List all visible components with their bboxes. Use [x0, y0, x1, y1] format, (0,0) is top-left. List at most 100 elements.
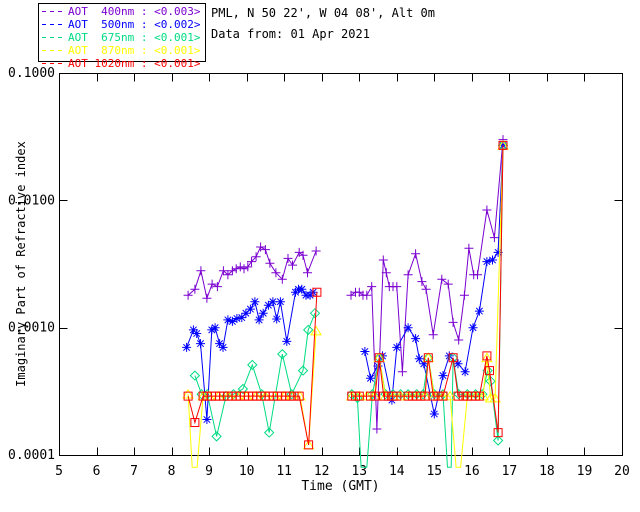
- data-point-marker: [254, 315, 264, 325]
- series-400nm: [183, 135, 508, 434]
- series-line: [187, 292, 318, 445]
- data-point-marker: [397, 367, 407, 377]
- data-point-marker: [268, 297, 278, 307]
- x-tick-label: 17: [502, 464, 518, 479]
- data-point-marker: [232, 314, 242, 323]
- data-point-marker: [411, 334, 421, 344]
- data-point-marker: [237, 313, 247, 323]
- data-point-marker: [251, 252, 261, 262]
- data-point-marker: [272, 314, 282, 324]
- data-point-marker: [258, 308, 268, 318]
- data-point-marker: [310, 325, 322, 336]
- data-point-marker: [202, 415, 212, 424]
- data-point-marker: [277, 274, 287, 284]
- data-point-marker: [304, 440, 314, 450]
- data-point-marker: [392, 282, 402, 292]
- data-point-marker: [227, 316, 237, 326]
- data-point-marker: [438, 371, 448, 381]
- data-point-marker: [482, 257, 492, 267]
- data-point-marker: [265, 258, 275, 268]
- data-point-marker: [444, 390, 456, 401]
- tick-labels: 5 6 7 8 9 10 11 12 13 14 15 16 17 18 19 20 0.1000 0.0100 0…: [8, 66, 630, 479]
- data-point-marker: [302, 324, 314, 336]
- data-point-marker: [453, 359, 463, 369]
- data-point-marker: [489, 233, 499, 243]
- series-675nm: [189, 140, 509, 468]
- data-point-marker: [488, 255, 497, 265]
- legend-item-label: AOT 400nm : <0.003>: [68, 5, 201, 18]
- data-point-marker: [460, 367, 470, 377]
- legend-item-label: AOT 500nm : <0.002>: [68, 18, 201, 31]
- data-point-marker: [207, 325, 217, 335]
- data-point-marker: [277, 348, 288, 360]
- data-point-marker: [223, 270, 233, 280]
- data-point-marker: [190, 418, 200, 427]
- data-point-marker: [250, 297, 260, 307]
- data-point-marker: [367, 282, 377, 292]
- data-point-marker: [297, 284, 307, 294]
- data-point-marker: [437, 388, 449, 400]
- data-point-marker: [239, 264, 249, 274]
- data-point-marker: [309, 307, 321, 319]
- y-axis-label: Imaginary Part of Refractive index: [14, 141, 28, 387]
- data-point-marker: [207, 279, 217, 289]
- data-point-marker: [227, 266, 237, 276]
- x-tick-label: 13: [351, 464, 367, 479]
- series-500nm: [182, 140, 508, 424]
- x-tick-label: 11: [276, 464, 292, 479]
- data-point-marker: [381, 268, 391, 278]
- data-point-marker: [437, 274, 447, 284]
- data-point-marker: [218, 266, 228, 276]
- data-point-marker: [218, 342, 228, 352]
- data-point-marker: [417, 277, 427, 287]
- dashed-line-sample-icon: [42, 50, 63, 51]
- series-line: [364, 145, 504, 415]
- legend: AOT 400nm : <0.003> AOT 500nm : <0.002> …: [38, 3, 206, 70]
- data-point-marker: [312, 287, 322, 297]
- data-point-marker: [212, 282, 222, 292]
- data-point-marker: [243, 262, 253, 272]
- data-point-marker: [354, 391, 364, 401]
- data-point-marker: [474, 306, 484, 316]
- x-tick-label: 20: [614, 464, 630, 479]
- y-tick-label: 0.0100: [8, 193, 55, 208]
- data-point-marker: [210, 323, 220, 333]
- data-point-marker: [392, 342, 402, 352]
- data-point-marker: [370, 391, 380, 401]
- data-point-marker: [429, 409, 439, 419]
- data-point-marker: [189, 370, 201, 381]
- data-point-marker: [378, 255, 388, 265]
- data-point-marker: [403, 270, 413, 280]
- dashed-line-sample-icon: [42, 63, 63, 64]
- axes-frame: [59, 73, 623, 456]
- data-point-marker: [183, 290, 193, 300]
- legend-item-1020nm: AOT 1020nm : <0.001>: [42, 57, 202, 70]
- x-tick-label: 19: [577, 464, 593, 479]
- y-tick-label: 0.1000: [8, 66, 55, 81]
- data-point-marker: [493, 428, 503, 438]
- y-tick-label: 0.0001: [8, 448, 55, 463]
- y-tick-label: 0.0010: [8, 321, 55, 336]
- legend-item-500nm: AOT 500nm : <0.002>: [42, 18, 202, 31]
- x-tick-label: 15: [426, 464, 442, 479]
- legend-item-675nm: AOT 675nm : <0.001>: [42, 31, 202, 44]
- data-point-marker: [297, 365, 309, 376]
- data-point-marker: [303, 268, 312, 278]
- data-point-marker: [311, 246, 321, 256]
- data-point-marker: [182, 342, 192, 352]
- data-point-marker: [298, 250, 308, 260]
- data-point-marker: [256, 242, 266, 252]
- x-tick-label: 18: [539, 464, 555, 479]
- data-point-marker: [448, 353, 458, 363]
- legend-item-400nm: AOT 400nm : <0.003>: [42, 5, 202, 18]
- data-point-marker: [454, 335, 464, 345]
- x-tick-label: 9: [205, 464, 213, 479]
- data-point-marker: [288, 260, 297, 270]
- legend-item-label: AOT 675nm : <0.001>: [68, 31, 201, 44]
- data-point-marker: [282, 336, 292, 346]
- data-point-marker: [202, 293, 212, 303]
- x-tick-label: 16: [464, 464, 480, 479]
- x-axis-label: Time (GMT): [301, 479, 380, 494]
